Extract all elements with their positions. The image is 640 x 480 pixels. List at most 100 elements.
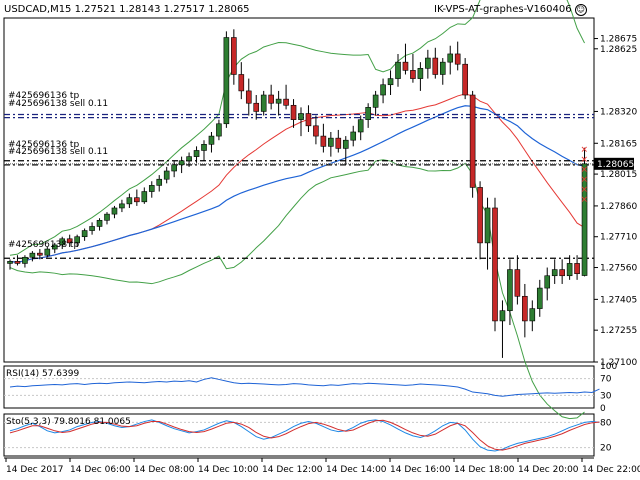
price-tick-label: 1.28320 xyxy=(600,107,637,117)
candle-body[interactable] xyxy=(425,57,431,69)
smiley-icon[interactable]: ☺ xyxy=(574,4,587,16)
time-tick-label: 14 Dec 14:00 xyxy=(326,465,387,475)
candle-body[interactable] xyxy=(74,236,80,244)
candle-body[interactable] xyxy=(499,310,506,322)
candle-body[interactable] xyxy=(395,61,401,79)
candle-body[interactable] xyxy=(260,94,267,112)
price-tick-label: 1.27255 xyxy=(600,326,637,336)
time-tick-label: 14 Dec 10:00 xyxy=(198,465,259,475)
candle-body[interactable] xyxy=(454,53,461,65)
candle-body[interactable] xyxy=(566,263,573,277)
candle-body[interactable] xyxy=(574,263,580,274)
candle-body[interactable] xyxy=(372,94,379,108)
candle-body[interactable] xyxy=(163,170,170,180)
order-label-5[interactable]: #425696138 tp xyxy=(8,240,80,250)
candle-body[interactable] xyxy=(238,74,245,92)
candle-body[interactable] xyxy=(275,98,282,104)
order-label-4[interactable]: #425696138 sell 0.11 xyxy=(8,147,109,157)
order-label-3[interactable]: #425696136 tp xyxy=(8,140,80,150)
candle-body[interactable] xyxy=(126,197,133,205)
candle-body[interactable] xyxy=(104,213,110,221)
candle-body[interactable] xyxy=(119,203,125,209)
candle-body[interactable] xyxy=(22,256,28,264)
candle-body[interactable] xyxy=(7,261,13,264)
candle-body[interactable] xyxy=(365,107,371,120)
trade-marker-icon: ✕ xyxy=(581,196,589,206)
candle-body[interactable] xyxy=(417,68,424,79)
candle-body[interactable] xyxy=(245,90,252,104)
candle-body[interactable] xyxy=(44,248,51,256)
candle-body[interactable] xyxy=(96,219,103,227)
candle-body[interactable] xyxy=(357,119,364,133)
candle-body[interactable] xyxy=(380,84,386,96)
candle-body[interactable] xyxy=(253,102,260,112)
candle-body[interactable] xyxy=(283,98,289,106)
rsi-panel[interactable] xyxy=(3,365,595,409)
candle-body[interactable] xyxy=(342,139,349,149)
candle-body[interactable] xyxy=(447,53,454,63)
candle-body[interactable] xyxy=(141,191,148,203)
candle-body[interactable] xyxy=(305,113,312,127)
candle-body[interactable] xyxy=(66,238,73,244)
candle-body[interactable] xyxy=(59,238,66,246)
candle-body[interactable] xyxy=(402,61,409,71)
time-tick-label: 14 Dec 06:00 xyxy=(70,465,131,475)
candle-body[interactable] xyxy=(298,113,304,120)
order-label-2[interactable]: #425696138 sell 0.11 xyxy=(8,99,109,109)
candle-body[interactable] xyxy=(581,163,588,276)
candle-body[interactable] xyxy=(559,269,565,277)
candle-body[interactable] xyxy=(529,308,536,322)
candle-body[interactable] xyxy=(469,94,476,188)
candle-body[interactable] xyxy=(37,252,43,256)
candle-body[interactable] xyxy=(514,269,521,297)
candle-body[interactable] xyxy=(201,144,207,151)
rsi-level-label: 0 xyxy=(600,404,606,414)
candle-body[interactable] xyxy=(350,131,357,141)
candle-body[interactable] xyxy=(216,123,222,137)
candle-body[interactable] xyxy=(29,252,36,258)
stoch-level-label: 20 xyxy=(600,444,612,454)
candle-body[interactable] xyxy=(208,135,215,145)
price-tick-label: 1.27405 xyxy=(600,295,637,305)
candle-body[interactable] xyxy=(551,269,558,277)
stoch-panel[interactable] xyxy=(3,413,595,457)
candle-body[interactable] xyxy=(186,156,192,162)
candle-body[interactable] xyxy=(462,63,468,96)
candle-body[interactable] xyxy=(193,150,200,157)
candle-body[interactable] xyxy=(290,104,297,120)
candle-body[interactable] xyxy=(313,125,319,137)
order-label-1[interactable]: #425696136 tp xyxy=(8,91,80,101)
candle-body[interactable] xyxy=(507,269,513,311)
candle-body[interactable] xyxy=(231,37,237,75)
candle-body[interactable] xyxy=(536,287,543,309)
candle-body[interactable] xyxy=(111,207,118,215)
candle-body[interactable] xyxy=(439,61,446,75)
candle-body[interactable] xyxy=(81,230,88,238)
candle-body[interactable] xyxy=(14,261,21,264)
candle-body[interactable] xyxy=(148,185,155,192)
candle-body[interactable] xyxy=(492,207,498,322)
candle-body[interactable] xyxy=(178,160,185,166)
candle-body[interactable] xyxy=(484,207,491,244)
candle-body[interactable] xyxy=(223,37,230,125)
candle-body[interactable] xyxy=(51,244,58,250)
candle-body[interactable] xyxy=(320,135,327,147)
candle-body[interactable] xyxy=(156,178,163,186)
candle-body[interactable] xyxy=(477,187,483,244)
candle-body[interactable] xyxy=(335,137,342,149)
candle-body[interactable] xyxy=(171,164,177,172)
candle-body[interactable] xyxy=(544,275,551,289)
candle-body[interactable] xyxy=(134,197,140,203)
candle-body[interactable] xyxy=(522,295,528,322)
main-chart-panel[interactable] xyxy=(3,17,595,363)
trade-marker-icon: ✕ xyxy=(581,156,589,166)
candle-body[interactable] xyxy=(410,70,416,79)
candle-body[interactable] xyxy=(432,57,439,75)
candle-body[interactable] xyxy=(89,226,95,231)
candle-body[interactable] xyxy=(268,94,274,104)
candle-body[interactable] xyxy=(387,78,394,86)
candle-body[interactable] xyxy=(328,137,334,147)
price-tick-label: 1.27710 xyxy=(600,233,637,243)
